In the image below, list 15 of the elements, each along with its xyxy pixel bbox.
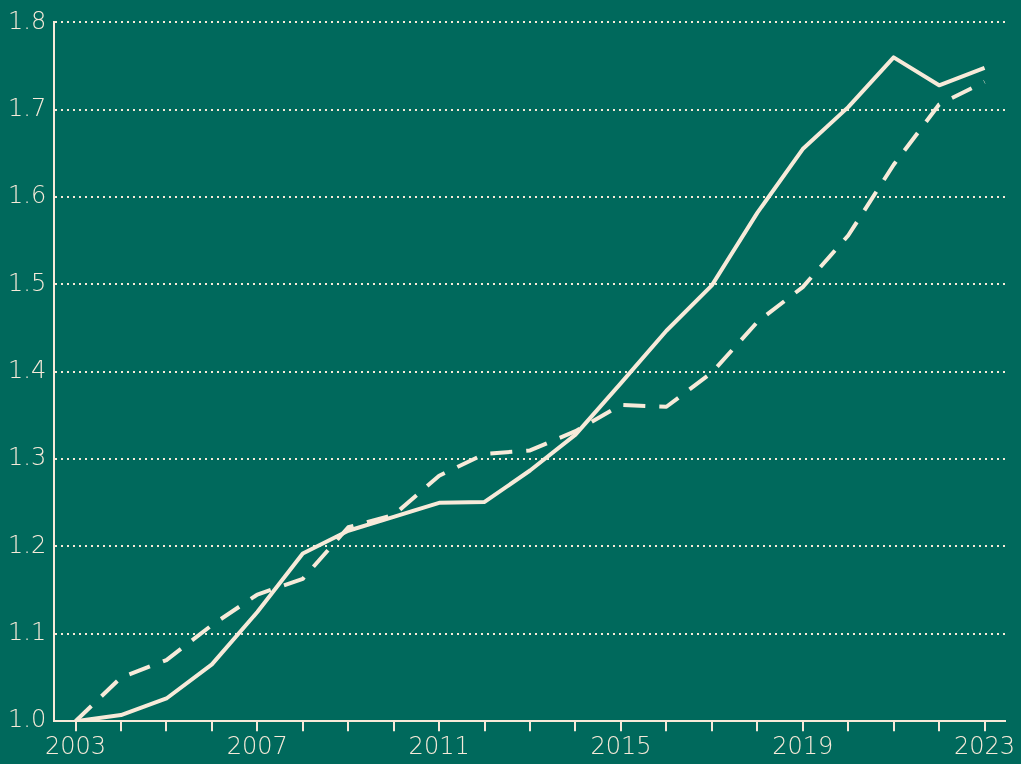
y-tick-label: 1.0 xyxy=(8,705,47,734)
y-tick-label: 1.1 xyxy=(8,618,47,647)
y-tick-label: 1.7 xyxy=(8,93,47,122)
x-tick-label: 2023 xyxy=(954,731,1016,760)
x-tick-label: 2007 xyxy=(226,731,288,760)
x-tick-label: 2011 xyxy=(408,731,470,760)
y-tick-label: 1.2 xyxy=(8,530,47,559)
y-tick-label: 1.6 xyxy=(8,181,47,210)
y-tick-label: 1.3 xyxy=(8,443,47,472)
x-tick-label: 2003 xyxy=(44,731,107,760)
x-tick-label: 2015 xyxy=(590,731,652,760)
y-tick-label: 1.8 xyxy=(8,6,47,35)
x-tick-label: 2019 xyxy=(772,731,834,760)
y-tick-label: 1.4 xyxy=(8,356,47,385)
y-tick-label: 1.5 xyxy=(8,268,47,297)
